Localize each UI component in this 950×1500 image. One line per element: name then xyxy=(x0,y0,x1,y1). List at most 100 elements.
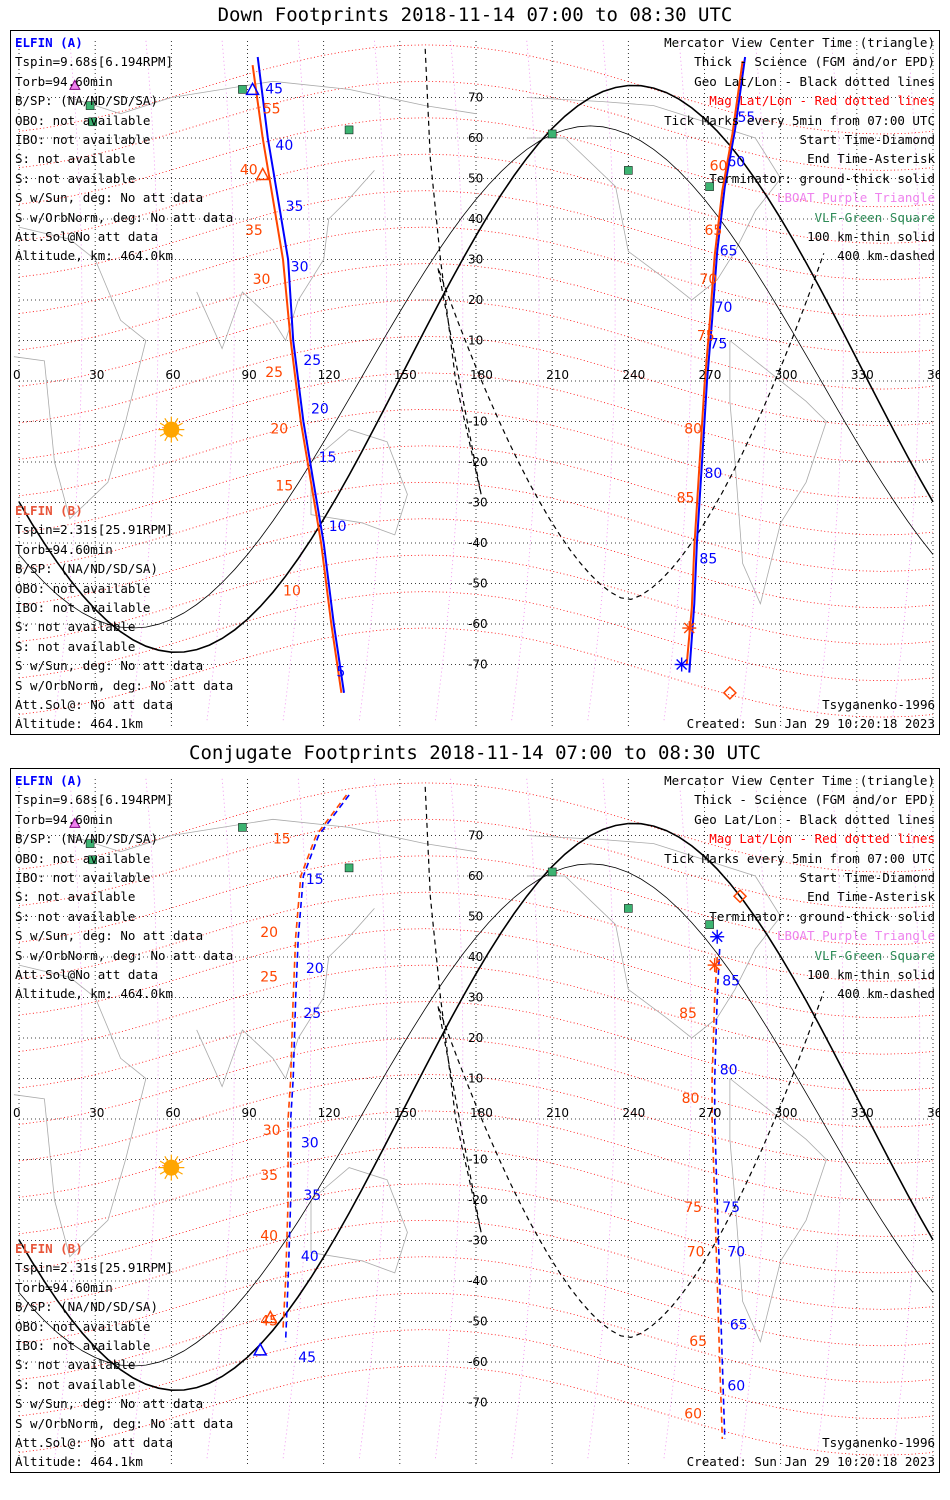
view-center-triangle-icon xyxy=(245,81,260,96)
elfin-a-time-label: 25 xyxy=(303,353,321,369)
map-frame: 15 20 25 30 35 40 45 85 80 75 70 65 60 15 20 25 30 35 40 45… xyxy=(10,768,940,1473)
elfin-a-info: ELFIN (A) Tspin=9.68s[6.194RPM] Torb=94.… xyxy=(15,771,233,1004)
legend-item: Tick Marks every 5min from 07:00 UTC xyxy=(664,112,935,128)
elfin-a-line: S: not available xyxy=(15,151,136,167)
mag-meridian xyxy=(434,40,464,722)
lat-tick-label: 10 xyxy=(468,1072,483,1086)
lat-tick-label: -40 xyxy=(468,536,488,550)
footprint-map: 1520253035404585807570656015202530354045… xyxy=(13,778,939,1464)
mag-meridian xyxy=(282,40,311,722)
elfin-a-line: IBO: not available xyxy=(15,132,151,148)
start-diamond-icon xyxy=(732,889,748,904)
conjugate-footprints-panel: Conjugate Footprints 2018-11-14 07:00 to… xyxy=(0,738,950,1488)
elfin-b-track xyxy=(711,956,724,1440)
lat-tick-label: -30 xyxy=(468,496,488,510)
lat-tick-label: -70 xyxy=(468,658,488,672)
mag-meridian xyxy=(587,40,616,722)
elfin-b-line: Tspin=2.31s[25.91RPM] xyxy=(15,522,174,538)
footer: Tsyganenko-1996 Created: Sun Jan 29 10:2… xyxy=(687,1433,935,1472)
legend-item: VLF-Green Square xyxy=(814,209,935,225)
elfin-a-line: S: not available xyxy=(15,908,136,924)
elfin-a-time-label: 70 xyxy=(715,300,733,316)
lat-tick-label: 60 xyxy=(468,869,483,883)
elfin-b-line: S: not available xyxy=(15,1376,136,1392)
lon-tick-label: 330 xyxy=(851,1106,874,1120)
lat-tick-label: 20 xyxy=(468,293,483,307)
footprint-map: 4540353025201510555606570758085554035302… xyxy=(13,40,939,726)
elfin-a-line: Tspin=9.68s[6.194RPM] xyxy=(15,792,174,808)
elfin-b-time-label: 60 xyxy=(710,158,728,174)
legend: Mercator View Center Time (triangle) Thi… xyxy=(664,33,935,266)
sun-icon xyxy=(163,421,180,438)
vlf-station-icon xyxy=(705,182,714,191)
elfin-b-line: S: not available xyxy=(15,1357,136,1373)
elfin-b-line: B/SP: (NA/ND/SD/SA) xyxy=(15,1299,158,1315)
legend-item: LBOAT Purple Triangle xyxy=(776,928,935,944)
elfin-a-time-label: 65 xyxy=(730,1318,748,1334)
lon-tick-label: 270 xyxy=(699,1106,722,1120)
coastline xyxy=(310,1167,408,1274)
elfin-b-line: OBO: not available xyxy=(15,1318,151,1334)
elfin-a-line: S w/OrbNorm, deg: No att data xyxy=(15,209,234,225)
terminator-ground xyxy=(18,84,934,654)
vlf-station-icon xyxy=(705,920,714,929)
elfin-a-time-label: 40 xyxy=(275,138,293,154)
elfin-a-header: ELFIN (A) xyxy=(15,773,83,788)
lon-tick-label: 60 xyxy=(165,1106,180,1120)
vlf-station-icon xyxy=(88,855,97,865)
elfin-a-time-label: 20 xyxy=(311,401,329,417)
elfin-b-track xyxy=(251,64,343,693)
mag-meridian xyxy=(511,40,540,722)
legend-item: Mag Lat/Lon - Red dotted lines xyxy=(709,831,935,847)
elfin-a-line: B/SP: (NA/ND/SD/SA) xyxy=(15,831,158,847)
elfin-b-time-label: 10 xyxy=(283,584,301,600)
elfin-b-line: S w/OrbNorm, deg: No att data xyxy=(15,677,234,693)
elfin-a-line: OBO: not available xyxy=(15,850,151,866)
vlf-station-icon xyxy=(624,904,633,913)
lon-tick-label: 30 xyxy=(89,368,104,382)
vlf-station-icon xyxy=(88,117,97,127)
panel-title: Down Footprints 2018-11-14 07:00 to 08:3… xyxy=(217,4,733,26)
elfin-a-line: IBO: not available xyxy=(15,870,151,886)
mag-meridian xyxy=(54,778,83,1460)
lon-tick-label: 180 xyxy=(470,368,493,382)
elfin-b-line: Altitude: 464.1km xyxy=(15,1454,143,1470)
elfin-a-line: Att.Sol@No att data xyxy=(15,967,158,983)
lat-tick-label: 50 xyxy=(468,172,483,186)
coastline xyxy=(310,429,408,536)
lon-tick-label: 0 xyxy=(13,368,21,382)
vlf-station-icon xyxy=(85,839,95,848)
created-label: Created: Sun Jan 29 10:20:18 2023 xyxy=(686,1454,935,1470)
mag-meridian xyxy=(739,40,768,722)
vlf-station-icon xyxy=(624,166,633,175)
elfin-b-line: Altitude: 464.1km xyxy=(15,716,143,732)
elfin-b-line: S w/Sun, deg: No att data xyxy=(15,1396,204,1412)
legend-item: 100 km-thin solid xyxy=(807,967,935,983)
elfin-a-time-label: 60 xyxy=(727,1378,745,1394)
mag-meridian xyxy=(739,778,768,1460)
lboat-triangle-icon xyxy=(69,817,81,828)
model-label: Tsyganenko-1996 xyxy=(822,1435,935,1450)
vlf-station-icon xyxy=(238,85,247,94)
elfin-b-line: IBO: not available xyxy=(15,600,151,616)
elfin-a-line: S: not available xyxy=(15,889,136,905)
elfin-a-time-label: 15 xyxy=(319,450,337,466)
terminator-400km xyxy=(424,786,825,1339)
view-center-triangle-icon xyxy=(255,166,270,181)
terminator-100km xyxy=(18,125,934,629)
elfin-b-time-label: 75 xyxy=(684,1200,702,1216)
elfin-b-time-label: 85 xyxy=(679,1006,697,1022)
mag-meridian xyxy=(206,40,235,722)
mag-meridian xyxy=(891,778,921,1460)
model-label: Tsyganenko-1996 xyxy=(822,697,935,712)
vlf-station-icon xyxy=(85,101,95,110)
lon-tick-label: 60 xyxy=(165,368,180,382)
elfin-a-time-label: 40 xyxy=(301,1249,319,1265)
elfin-b-line: OBO: not available xyxy=(15,580,151,596)
coastline xyxy=(729,1078,827,1344)
coastline xyxy=(729,340,827,606)
elfin-a-time-label: 75 xyxy=(710,337,728,353)
elfin-a-line: S: not available xyxy=(15,170,136,186)
elfin-a-track xyxy=(713,948,726,1440)
terminator-100km xyxy=(18,863,934,1367)
